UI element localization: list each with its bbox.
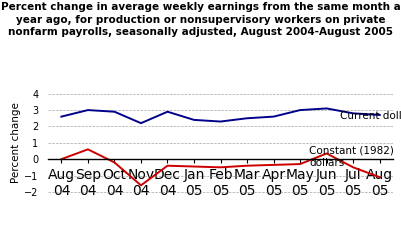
Text: Constant (1982)
dollars: Constant (1982) dollars — [310, 145, 394, 168]
Text: Current dollars: Current dollars — [340, 111, 401, 121]
Text: Percent change in average weekly earnings from the same month a
year ago, for pr: Percent change in average weekly earning… — [1, 2, 400, 37]
Y-axis label: Percent change: Percent change — [11, 102, 21, 183]
